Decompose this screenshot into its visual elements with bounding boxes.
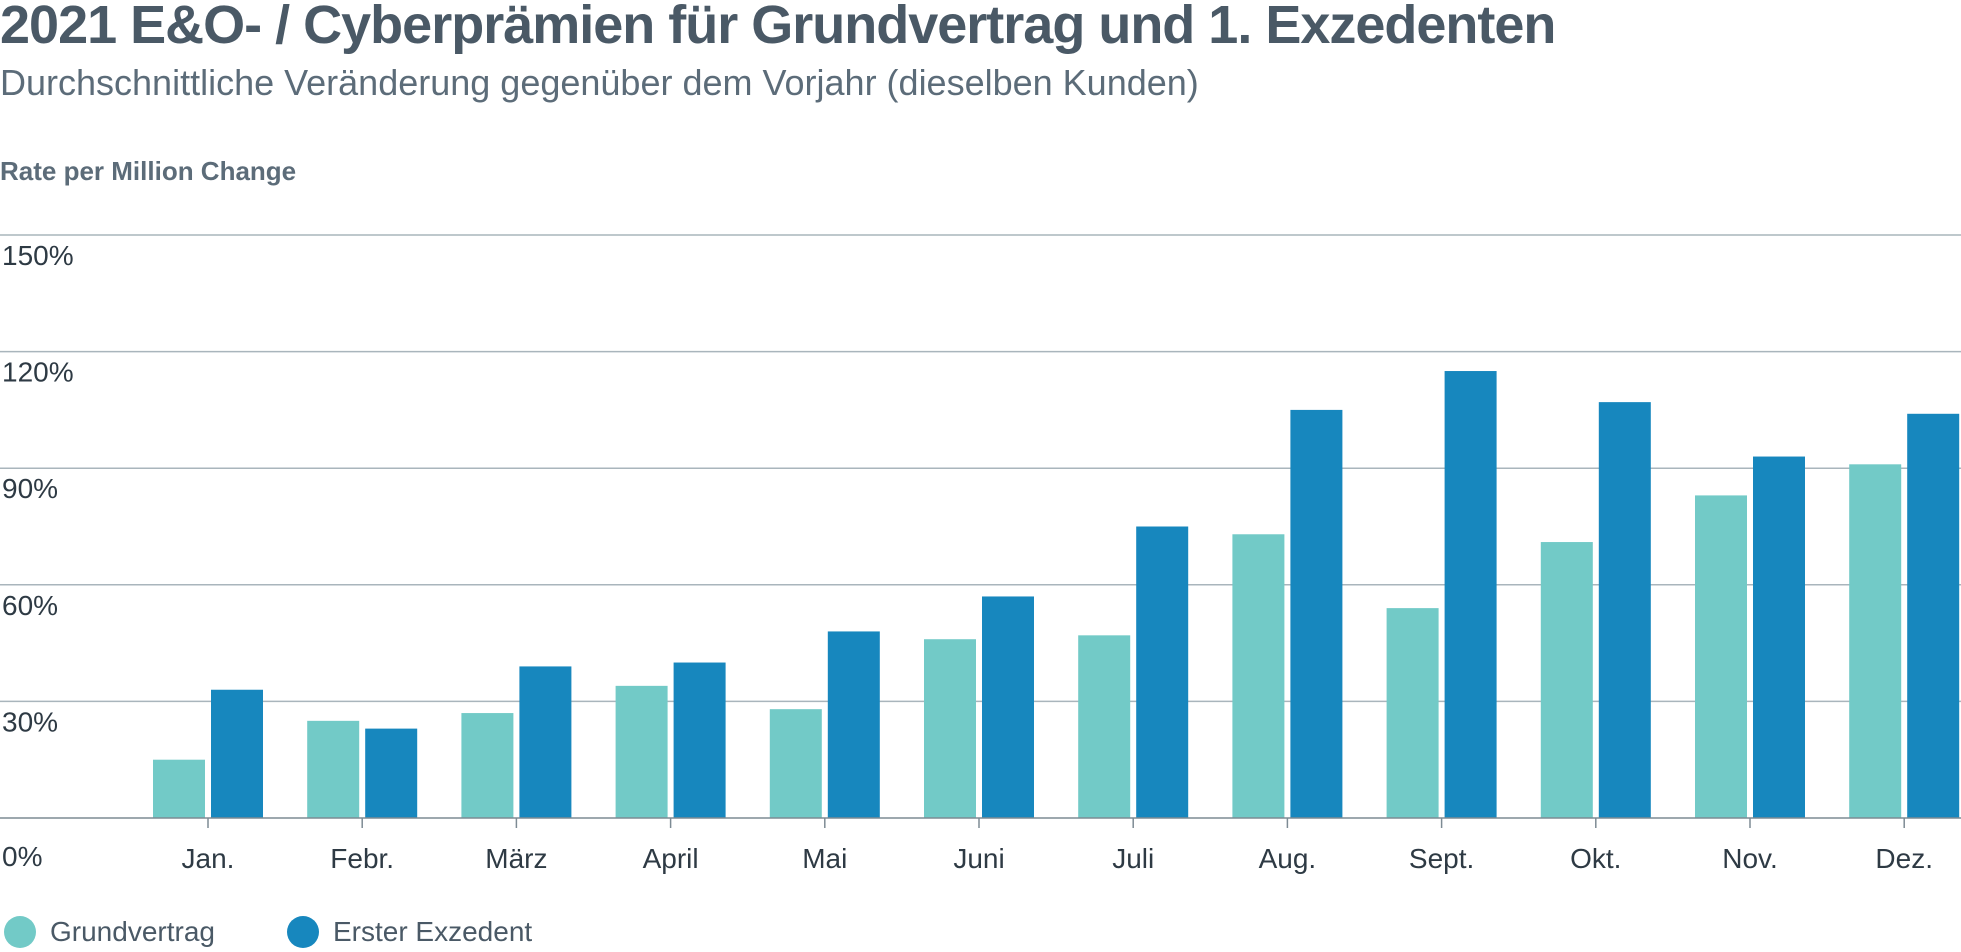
x-tick-label: Febr. — [330, 843, 394, 874]
legend-label-erster-exzedent: Erster Exzedent — [332, 916, 533, 947]
bar — [1444, 371, 1497, 818]
bar — [827, 631, 880, 818]
bar — [153, 759, 205, 818]
bar — [1753, 456, 1805, 818]
legend-label-grundvertrag: Grundvertrag — [50, 916, 215, 947]
bar — [1907, 413, 1960, 818]
bar — [924, 639, 976, 818]
y-tick-label: 150% — [2, 240, 74, 271]
x-tick-label: Sept. — [1409, 843, 1474, 874]
bar — [769, 709, 822, 818]
bars — [153, 371, 1960, 818]
legend-item-erster-exzedent: Erster Exzedent — [286, 916, 533, 948]
bar — [1136, 526, 1189, 818]
x-tick-label: Dez. — [1875, 843, 1933, 874]
x-tick-labels: Jan. Febr. März April Mai Juni Juli Aug. Sept. Ok… — [182, 843, 1933, 874]
x-tick-label: Jan. — [182, 843, 235, 874]
bar — [673, 662, 726, 818]
legend-item-grundvertrag: Grundvertrag — [4, 916, 215, 948]
legend-swatch-erster-exzedent — [286, 916, 319, 948]
y-tick-label: 60% — [2, 590, 58, 621]
bar — [1232, 534, 1285, 818]
y-tick-label: 120% — [2, 357, 74, 388]
legend-swatch-grundvertrag — [4, 916, 36, 948]
bar — [615, 685, 668, 818]
x-tick-label: Nov. — [1722, 843, 1778, 874]
bar — [211, 689, 263, 818]
bar — [1540, 542, 1593, 818]
x-tick-label: März — [485, 843, 547, 874]
bar — [1849, 464, 1902, 818]
bar — [1290, 409, 1343, 818]
bar-chart: 0% 30% 60% 90% 120% 150% Jan. Febr. März April Ma… — [0, 234, 1961, 874]
bar — [1078, 635, 1131, 818]
gridlines — [0, 234, 1961, 703]
y-tick-label: 90% — [2, 473, 58, 504]
chart-subtitle: Durchschnittliche Veränderung gegenüber … — [0, 62, 1199, 103]
y-tick-labels: 0% 30% 60% 90% 120% 150% — [2, 240, 74, 872]
y-tick-label: 30% — [2, 706, 58, 737]
bar — [519, 666, 572, 818]
bar — [982, 596, 1034, 818]
bar — [1695, 495, 1747, 818]
bar — [1386, 608, 1439, 818]
x-tick-label: Juli — [1112, 843, 1154, 874]
x-tick-label: Okt. — [1570, 843, 1621, 874]
y-axis-label: Rate per Million Change — [0, 156, 297, 186]
chart-title: 2021 E&O- / Cyberprämien für Grundvertra… — [0, 0, 1556, 55]
x-tick-label: April — [643, 843, 699, 874]
bar — [365, 728, 418, 818]
bar — [307, 720, 360, 818]
bar — [461, 713, 514, 818]
y-tick-label: 0% — [2, 841, 42, 872]
bar — [1598, 402, 1651, 818]
legend: Grundvertrag Erster Exzedent — [4, 916, 604, 948]
x-tick-label: Aug. — [1259, 843, 1317, 874]
x-axis — [0, 817, 1961, 828]
x-tick-label: Juni — [953, 843, 1004, 874]
x-tick-label: Mai — [802, 843, 847, 874]
